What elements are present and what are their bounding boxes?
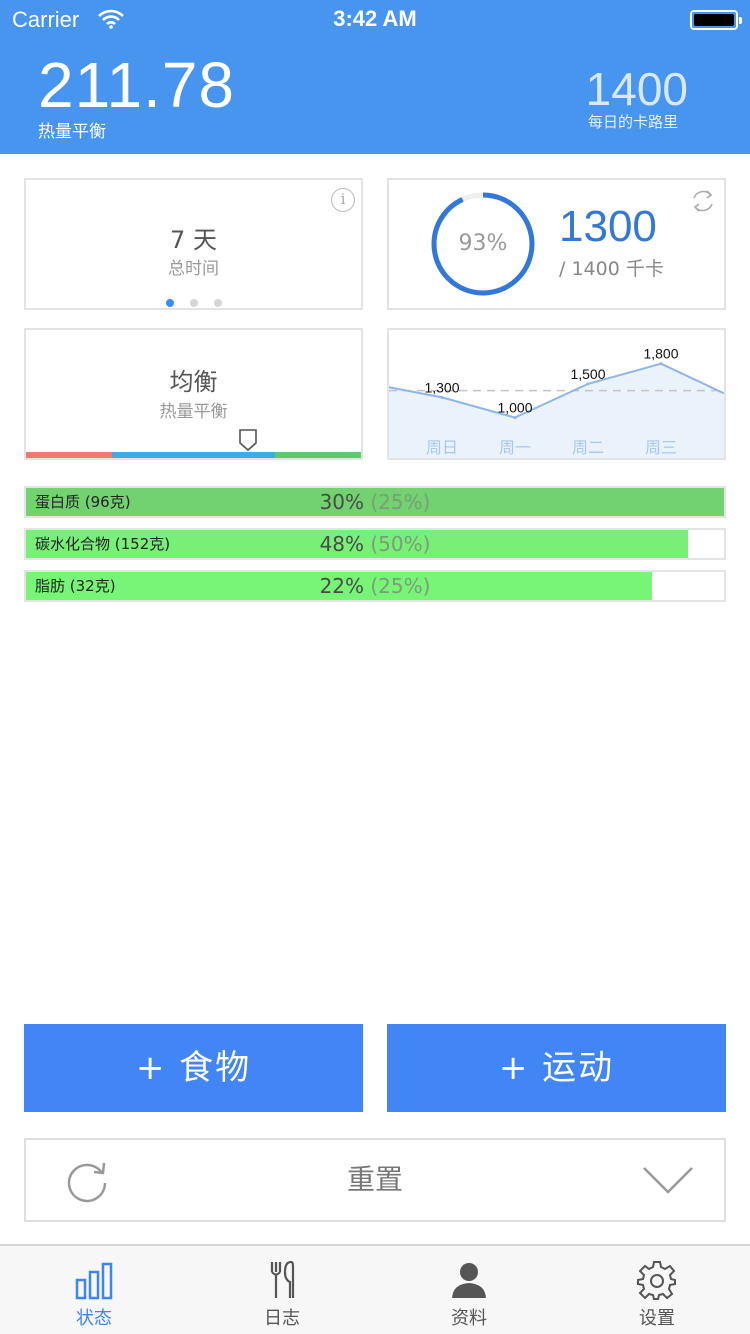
chart-series-line [388,362,725,419]
chart-x-tick: 周一 [499,438,531,457]
tab-label: 设置 [639,1308,675,1329]
macro-goal: (25%) [370,490,431,514]
progress-ring [431,192,535,296]
page-dot-3[interactable] [213,299,222,307]
chart-x-tick: 周三 [645,438,677,457]
chart-x-tick: 周日 [426,438,458,457]
sync-icon[interactable] [688,186,718,216]
tab-label: 日志 [264,1308,300,1329]
page-dot-1[interactable] [165,299,174,307]
macro-percent: 48% (50%) [26,530,724,558]
macro-actual: 22% [319,574,365,598]
progress-ring-arc [431,192,535,296]
gear-icon [637,1261,676,1300]
wifi-icon [98,9,124,29]
add-food-button[interactable]: + 食物 [24,1024,363,1112]
macro-fill [26,572,653,600]
chart-x-tick: 周二 [572,438,604,457]
weekly-calorie-chart: 1,300 周日 1,000 周一 1,500 周二 1,800 周三 [388,346,725,458]
add-exercise-button[interactable]: + 运动 [387,1024,726,1112]
balance-scale-low [26,452,112,458]
weekly-chart-card[interactable]: 1,300 周日 1,000 周一 1,500 周二 1,800 周三 [387,328,726,460]
tab-label: 状态 [76,1308,112,1329]
chevron-down-icon[interactable] [642,1164,694,1196]
chart-data-label: 1,300 [424,379,459,395]
balance-marker-icon [239,429,257,452]
chart-data-label: 1,000 [497,400,532,416]
tab-label: 资料 [451,1308,487,1329]
macro-fill [26,488,724,516]
macro-bar-fat: 脂肪 (32克) 22% (25%) [24,570,726,602]
reset-label: 重置 [346,1163,403,1196]
bar-chart-icon [75,1262,113,1300]
chart-point [659,362,663,366]
fork-knife-icon [270,1260,295,1298]
chart-point [586,382,590,386]
battery-icon [690,10,742,30]
calorie-balance-label: 热量平衡 [38,122,106,142]
reset-icon [67,1162,107,1203]
balance-subtitle: 热量平衡 [159,402,228,422]
macro-fill [26,530,688,558]
calorie-goal: / 1400 千卡 [559,258,664,280]
page-dot-2[interactable] [189,299,198,307]
chart-point [513,416,517,420]
user-icon [452,1263,486,1298]
page-dots [26,292,361,311]
chart-data-label: 1,500 [570,366,605,382]
macro-name: 蛋白质 (96克) [35,493,131,511]
tab-bar: 状态 日志 资料 设置 [0,1244,750,1334]
tab-profile[interactable]: 资料 [409,1246,529,1334]
macro-actual: 30% [319,490,365,514]
reset-button[interactable]: 重置 [24,1138,726,1222]
daily-calories-value: 1400 [585,63,688,115]
tab-log[interactable]: 日志 [222,1246,342,1334]
balance-scale-mid [112,452,275,458]
macro-goal: (25%) [370,574,431,598]
chart-point [440,395,444,399]
carrier-label: Carrier [12,7,80,32]
header: Carrier 3:42 AM 211.78 热量平衡 1400 每日的卡路里 [0,0,750,154]
balance-title: 均衡 [169,368,218,396]
macro-bar-protein: 蛋白质 (96克) 30% (25%) [24,486,726,518]
balance-card[interactable]: 均衡 热量平衡 [24,328,363,460]
macro-percent: 22% (25%) [26,572,724,600]
total-days-card[interactable]: i 7 天 总时间 [24,178,363,310]
macro-bar-carbs: 碳水化合物 (152克) 48% (50%) [24,528,726,560]
chart-data-label: 1,800 [643,346,678,362]
calorie-balance-value: 211.78 [38,49,235,121]
total-days-value: 7 天 [170,226,217,254]
macro-actual: 48% [319,532,365,556]
total-days-label: 总时间 [168,259,219,279]
balance-scale-bar [26,452,361,458]
daily-calories-label: 每日的卡路里 [587,113,678,131]
macro-percent: 30% (25%) [26,488,724,516]
progress-percent: 93% [458,231,508,256]
balance-scale-high [275,452,361,458]
status-bar: Carrier 3:42 AM [0,0,750,40]
macro-name: 脂肪 (32克) [35,577,116,595]
tab-settings[interactable]: 设置 [597,1246,717,1334]
macro-name: 碳水化合物 (152克) [35,535,171,553]
info-icon[interactable]: i [331,188,355,212]
macro-goal: (50%) [370,532,431,556]
clock: 3:42 AM [333,6,417,31]
calorie-progress-card[interactable]: 93% 1300 / 1400 千卡 [387,178,726,310]
chart-area [389,363,724,458]
tab-status[interactable]: 状态 [34,1246,154,1334]
consumed-calories: 1300 [559,202,657,251]
